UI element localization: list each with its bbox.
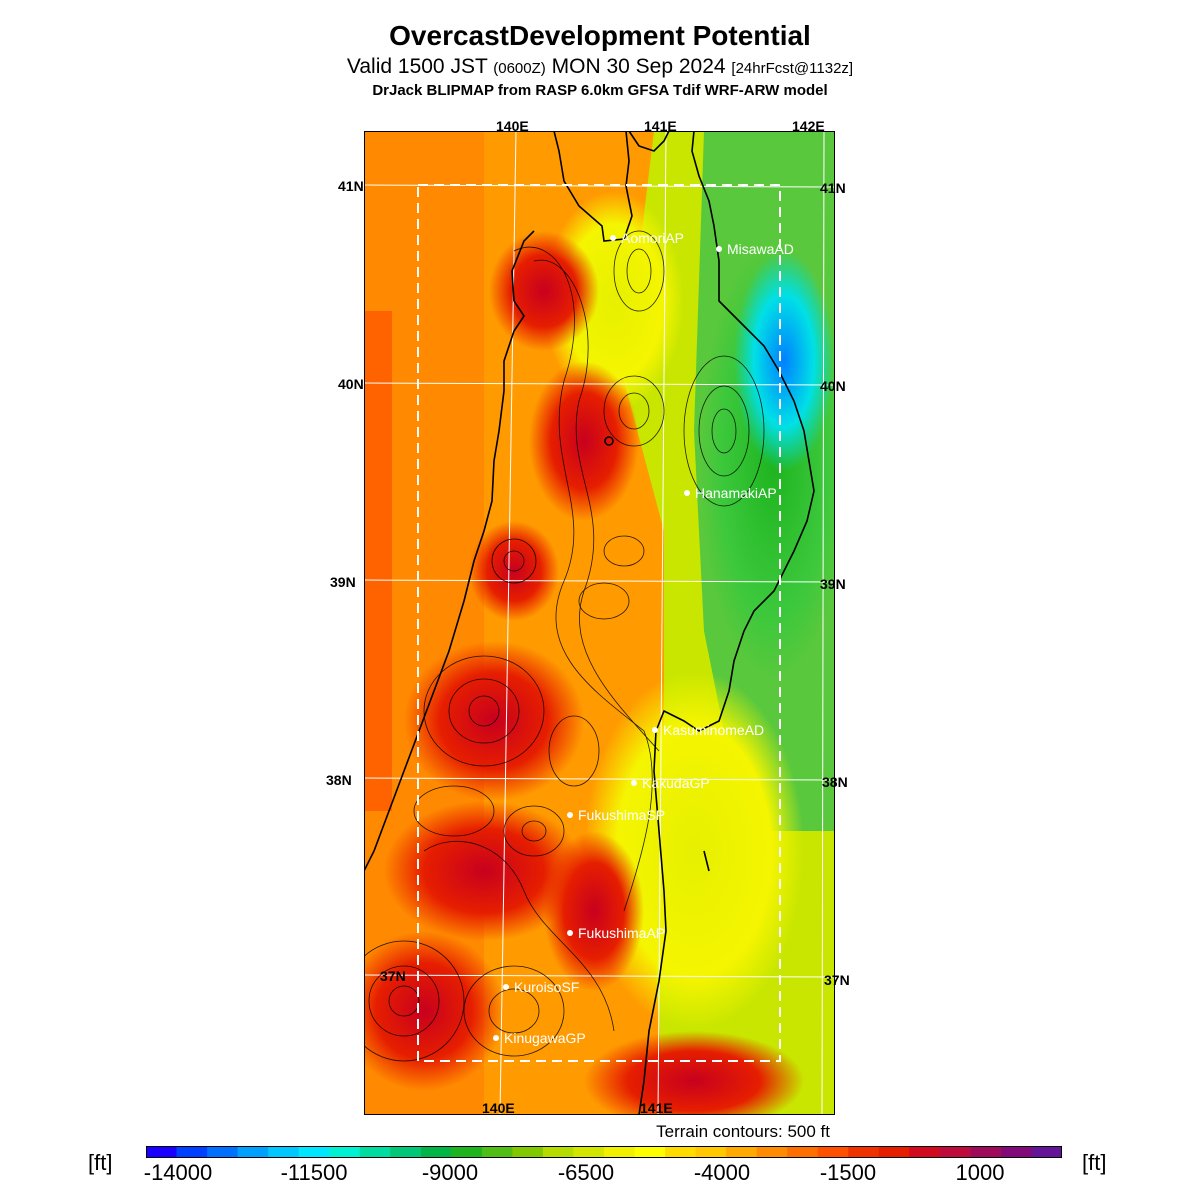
terrain-contour-note: Terrain contours: 500 ft — [656, 1122, 830, 1141]
station-label-aomori: AomoriAP — [621, 230, 684, 246]
lat-left-38: 38N — [326, 772, 352, 788]
stations: AomoriAP MisawaAD HanamakiAP KasuminomeA… — [493, 230, 794, 1046]
field-red-5 — [384, 801, 584, 941]
forecast-info: [24hrFcst@1132z] — [731, 60, 854, 77]
colorbar-swatch — [390, 1146, 422, 1158]
colorbar-swatch — [329, 1146, 361, 1158]
colorbar-swatch — [176, 1146, 208, 1158]
colorbar-swatch — [604, 1146, 636, 1158]
colorbar-label-2: -11500 — [280, 1160, 348, 1185]
station-dot-kinugawa — [493, 1035, 499, 1041]
unit-right: [ft] — [1082, 1150, 1107, 1175]
lon-top-141: 141E — [644, 118, 677, 134]
lat-right-38: 38N — [822, 774, 848, 790]
map-frame — [364, 131, 835, 1115]
colorbar-swatch — [1031, 1146, 1062, 1158]
lat-left-39: 39N — [330, 574, 356, 590]
lat-left-37: 37N — [380, 968, 406, 984]
colorbar-label-7: 1000 — [955, 1160, 1005, 1185]
colorbar-swatch — [787, 1146, 819, 1158]
colorbar-swatch — [726, 1146, 758, 1158]
colorbar-swatch — [756, 1146, 788, 1158]
lat-right-41: 41N — [820, 180, 846, 196]
colorbar-swatch — [1000, 1146, 1032, 1158]
colorbar-swatch — [573, 1146, 605, 1158]
colorbar-frame — [146, 1146, 1062, 1158]
valid-time-line: Valid 1500 JST (0600Z) MON 30 Sep 2024 [… — [0, 55, 1200, 79]
valid-utc: (0600Z) — [493, 60, 546, 77]
colorbar-swatch — [207, 1146, 239, 1158]
colorbar-swatch — [451, 1146, 483, 1158]
colorbar-swatch — [939, 1146, 971, 1158]
colorbar-swatch — [695, 1146, 727, 1158]
terrain-contours — [364, 230, 765, 1062]
field-red-8 — [584, 1031, 804, 1115]
station-label-misawa: MisawaAD — [727, 241, 794, 257]
valid-date: MON 30 Sep 2024 — [551, 55, 726, 78]
colorbar-swatch — [146, 1146, 178, 1158]
model-line: DrJack BLIPMAP from RASP 6.0km GFSA Tdif… — [372, 82, 828, 99]
chart-title: OvercastDevelopment Potential — [389, 20, 811, 51]
field-west-edge — [364, 311, 392, 811]
station-dot-aomori — [610, 235, 616, 241]
colorbar-swatch — [268, 1146, 300, 1158]
station-dot-kuroiso — [503, 984, 509, 990]
colorbar — [146, 1146, 1062, 1158]
station-label-kasuminome: KasuminomeAD — [663, 722, 764, 738]
lat-left-41: 41N — [338, 178, 364, 194]
lat-left-40: 40N — [338, 376, 364, 392]
lon-bottom-141: 141E — [640, 1100, 673, 1116]
station-label-kakuda: KakudaGP — [642, 775, 710, 791]
lon-bottom-140: 140E — [482, 1100, 515, 1116]
map-canvas: AomoriAP MisawaAD HanamakiAP KasuminomeA… — [364, 131, 835, 1115]
field-red-2 — [529, 361, 639, 521]
field-red-7 — [544, 831, 644, 991]
colorbar-label-6: -1500 — [819, 1160, 877, 1185]
station-label-kuroiso: KuroisoSF — [514, 979, 579, 995]
unit-left: [ft] — [88, 1150, 113, 1175]
station-dot-misawa — [716, 246, 722, 252]
colorbar-swatch — [237, 1146, 269, 1158]
colorbar-swatch — [665, 1146, 697, 1158]
colorbar-swatch — [481, 1146, 513, 1158]
station-dot-hanamaki — [684, 490, 690, 496]
colorbar-swatch — [817, 1146, 849, 1158]
valid-main: Valid 1500 JST — [346, 55, 488, 78]
station-dot-kasuminome — [652, 727, 658, 733]
inner-domain-box — [417, 184, 781, 1062]
station-label-hanamaki: HanamakiAP — [695, 485, 777, 501]
colorbar-label-5: -4000 — [693, 1160, 751, 1185]
field-cyan-core — [734, 251, 834, 471]
station-label-fukushimasp: FukushimaSP — [578, 807, 665, 823]
lon-top-142: 142E — [792, 118, 825, 134]
coastline — [364, 131, 815, 1115]
colorbar-swatch — [298, 1146, 330, 1158]
colorbar-label-4: -6500 — [557, 1160, 615, 1185]
lat-right-40: 40N — [820, 378, 846, 394]
lat-right-39: 39N — [820, 576, 846, 592]
colorbar-swatch — [909, 1146, 941, 1158]
colorbar-swatch — [970, 1146, 1002, 1158]
colorbar-swatch — [542, 1146, 574, 1158]
field-red-6 — [364, 931, 504, 1091]
station-dot-kakuda — [631, 780, 637, 786]
map-panel: AomoriAP MisawaAD HanamakiAP KasuminomeA… — [364, 131, 835, 1115]
station-label-kinugawa: KinugawaGP — [504, 1030, 586, 1046]
colorbar-swatch — [878, 1146, 910, 1158]
colorbar-swatch — [634, 1146, 666, 1158]
station-label-fukushimaap: FukushimaAP — [578, 925, 665, 941]
station-dot-fukushimaap — [567, 930, 573, 936]
field-red-1 — [489, 231, 599, 351]
lon-top-140: 140E — [496, 118, 529, 134]
colorbar-label-3: -9000 — [421, 1160, 479, 1185]
station-dot-fukushimasp — [567, 812, 573, 818]
colorbar-swatch — [848, 1146, 880, 1158]
lat-right-37: 37N — [824, 972, 850, 988]
colorbar-swatch — [420, 1146, 452, 1158]
field-red-4 — [404, 641, 584, 801]
colorbar-swatch — [359, 1146, 391, 1158]
colorbar-label-1: -14000 — [143, 1160, 213, 1185]
colorbar-swatch — [512, 1146, 544, 1158]
